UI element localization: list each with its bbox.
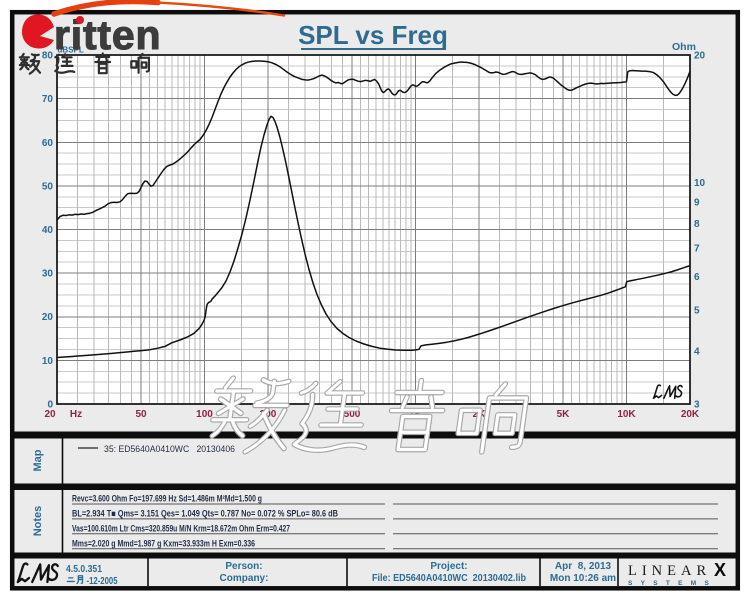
svg-text:SPL vs Freq: SPL vs Freq xyxy=(298,20,448,50)
svg-text:20: 20 xyxy=(42,312,54,323)
svg-text:Revc=3.600 Ohm Fo=197.699 Hz: Revc=3.600 Ohm Fo=197.699 Hz Sd=1.486m M… xyxy=(72,494,262,504)
svg-text:70: 70 xyxy=(42,94,54,105)
svg-text:20K: 20K xyxy=(681,409,700,420)
svg-text:BL=2.934 T■ Qms= 3.151 Qes=: BL=2.934 T■ Qms= 3.151 Qes= 1.049 Qts= 0… xyxy=(72,509,338,519)
svg-text:20: 20 xyxy=(694,51,706,62)
svg-text:Person:: Person: xyxy=(225,561,262,572)
svg-text:35: ED5640A0410WC 20130406: 35: ED5640A0410WC 20130406 xyxy=(104,444,235,455)
svg-text:50: 50 xyxy=(42,181,54,192)
svg-text:0: 0 xyxy=(47,400,53,411)
svg-text:3: 3 xyxy=(694,400,700,411)
svg-text:9: 9 xyxy=(694,197,700,208)
svg-text:Notes: Notes xyxy=(32,506,44,537)
svg-text:10K: 10K xyxy=(617,409,636,420)
svg-text:LINEAR: LINEAR xyxy=(628,563,711,579)
svg-text:10: 10 xyxy=(42,356,54,367)
svg-text:Hz: Hz xyxy=(70,409,82,420)
svg-text:4.5.0.351: 4.5.0.351 xyxy=(66,564,102,575)
svg-text:10: 10 xyxy=(694,178,706,189)
svg-text:40: 40 xyxy=(42,225,54,236)
svg-text:SYSTEMS: SYSTEMS xyxy=(628,580,717,587)
svg-text:6: 6 xyxy=(694,272,700,283)
svg-text:50: 50 xyxy=(135,409,147,420)
svg-text:500: 500 xyxy=(344,409,361,420)
svg-text:100: 100 xyxy=(196,409,213,420)
svg-text:-12-2005: -12-2005 xyxy=(87,576,118,587)
svg-text:20: 20 xyxy=(44,409,56,420)
svg-text:Ohm: Ohm xyxy=(672,41,696,53)
svg-text:5K: 5K xyxy=(557,409,571,420)
svg-text:200: 200 xyxy=(260,409,277,420)
svg-text:60: 60 xyxy=(42,138,54,149)
svg-text:5: 5 xyxy=(694,306,700,317)
svg-text:8: 8 xyxy=(694,219,700,230)
svg-text:Company:: Company: xyxy=(220,573,269,584)
svg-text:Apr 8, 2013: Apr 8, 2013 xyxy=(555,561,612,572)
svg-text:File: ED5640A0410WC 20130402.: File: ED5640A0410WC 20130402.lib xyxy=(372,573,526,584)
svg-text:ritten: ritten xyxy=(54,12,161,58)
svg-text:dBSPL: dBSPL xyxy=(58,46,84,55)
svg-text:80: 80 xyxy=(42,51,54,62)
svg-text:Mms=2.020 g Mmd=1.987 g Kxm=: Mms=2.020 g Mmd=1.987 g Kxm=33.933m H Ex… xyxy=(72,538,255,548)
svg-text:Mon 10:26 am: Mon 10:26 am xyxy=(550,573,616,584)
svg-text:Vas=100.610m Ltr Cms=320.859u: Vas=100.610m Ltr Cms=320.859u M/N Krm=18… xyxy=(72,523,290,533)
svg-text:Map: Map xyxy=(32,449,44,471)
svg-text:Project:: Project: xyxy=(430,561,467,572)
svg-text:X: X xyxy=(714,560,726,580)
svg-text:30: 30 xyxy=(42,269,54,280)
svg-text:4: 4 xyxy=(694,347,700,358)
svg-text:7: 7 xyxy=(694,244,700,255)
